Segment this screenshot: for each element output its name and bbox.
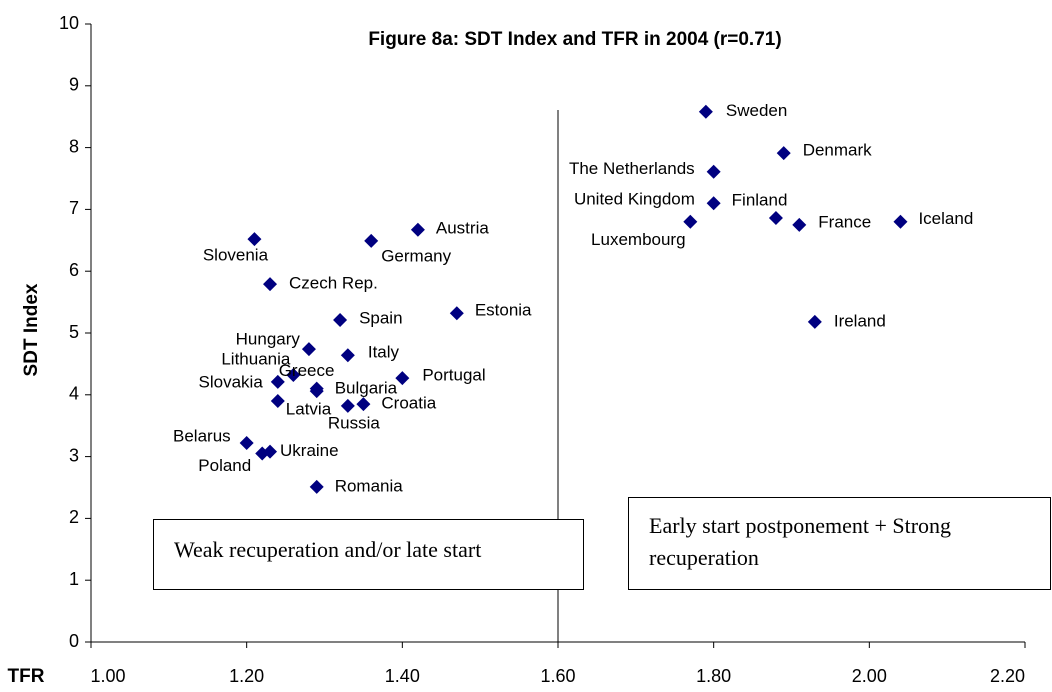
point-label: Ireland	[834, 311, 886, 330]
y-tick-label: 5	[69, 322, 79, 342]
point-label: Portugal	[422, 366, 485, 385]
y-axis-label: SDT Index	[21, 283, 42, 376]
point-label: Iceland	[918, 209, 973, 228]
y-tick-label: 4	[69, 384, 79, 404]
y-tick-label: 10	[59, 13, 79, 33]
point	[301, 342, 316, 357]
x-tick-label: 2.00	[852, 666, 887, 686]
x-tick-label: 1.20	[229, 666, 264, 686]
point-label: Poland	[198, 456, 251, 475]
y-tick-label: 2	[69, 507, 79, 527]
point-label: Lithuania	[221, 350, 291, 369]
x-axis-label: TFR	[8, 666, 45, 687]
x-tick-label: 1.00	[90, 666, 125, 686]
point	[263, 277, 278, 292]
point-label: Latvia	[286, 399, 332, 418]
point-label: Hungary	[236, 330, 301, 349]
point	[792, 217, 807, 232]
point	[410, 222, 425, 237]
y-tick-label: 7	[69, 198, 79, 218]
point-label: Greece	[279, 361, 335, 380]
point	[706, 164, 721, 179]
point-label: Belarus	[173, 426, 231, 445]
y-tick-label: 0	[69, 631, 79, 651]
point	[263, 444, 278, 459]
point-label: Estonia	[475, 301, 532, 320]
y-tick-label: 8	[69, 136, 79, 156]
point	[683, 214, 698, 229]
point	[309, 384, 324, 399]
point-label: Sweden	[726, 101, 787, 120]
point	[239, 436, 254, 451]
y-tick-label: 3	[69, 445, 79, 465]
point-label: Ukraine	[280, 441, 339, 460]
point-label: Denmark	[803, 141, 872, 160]
y-tick-label: 9	[69, 75, 79, 95]
point	[395, 371, 410, 386]
point	[449, 306, 464, 321]
point	[698, 104, 713, 119]
point	[247, 232, 262, 247]
annotation-box: Early start postponement + Strong recupe…	[628, 497, 1051, 590]
y-tick-label: 6	[69, 260, 79, 280]
point	[270, 393, 285, 408]
point	[286, 368, 301, 383]
x-tick-label: 1.60	[540, 666, 575, 686]
point-label: Italy	[368, 343, 400, 362]
point	[340, 348, 355, 363]
point-label: Finland	[732, 191, 788, 210]
point-label: United Kingdom	[574, 190, 695, 209]
point	[309, 479, 324, 494]
point-label: Croatia	[381, 394, 436, 413]
point-label: Russia	[328, 413, 381, 432]
point	[270, 374, 285, 389]
point	[807, 314, 822, 329]
point-label: Austria	[436, 218, 489, 237]
point	[776, 146, 791, 161]
point-label: France	[818, 212, 871, 231]
point-label: Slovenia	[203, 246, 269, 265]
y-tick-label: 1	[69, 569, 79, 589]
point	[333, 313, 348, 328]
point-label: Romania	[335, 476, 404, 495]
x-tick-label: 1.40	[385, 666, 420, 686]
point	[356, 397, 371, 412]
x-tick-label: 2.20	[990, 666, 1025, 686]
point-label: Czech Rep.	[289, 274, 378, 293]
point-label: Slovakia	[199, 372, 264, 391]
point	[706, 196, 721, 211]
point	[340, 398, 355, 413]
point-label: The Netherlands	[569, 159, 695, 178]
x-tick-label: 1.80	[696, 666, 731, 686]
point	[893, 214, 908, 229]
point	[768, 211, 783, 226]
point	[364, 233, 379, 248]
chart-title: Figure 8a: SDT Index and TFR in 2004 (r=…	[368, 29, 781, 50]
point-label: Luxembourg	[591, 230, 686, 249]
annotation-box: Weak recuperation and/or late start	[153, 519, 584, 590]
point-label: Germany	[381, 246, 451, 265]
point-label: Spain	[359, 309, 402, 328]
point-label: Bulgaria	[335, 379, 398, 398]
